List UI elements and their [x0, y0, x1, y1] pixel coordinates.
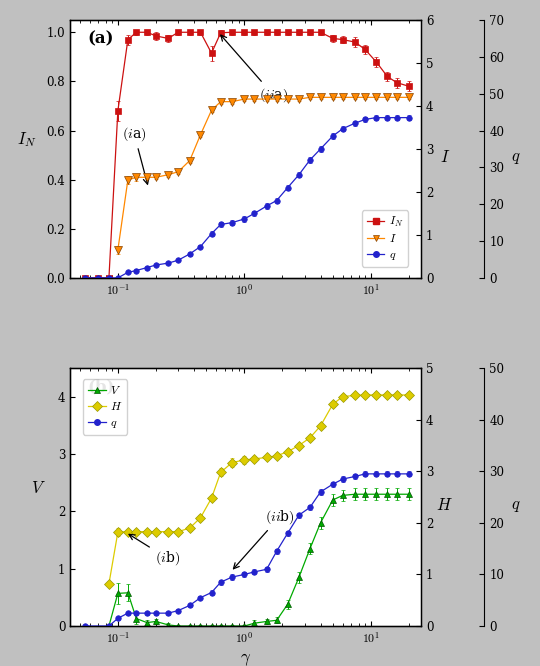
Text: (b): (b) — [87, 378, 115, 396]
Legend: $V$, $H$, $q$: $V$, $H$, $q$ — [83, 379, 127, 434]
Text: $(i$a$)$: $(i$a$)$ — [122, 125, 149, 184]
Text: (a): (a) — [87, 30, 114, 47]
Text: $(ii$a$)$: $(ii$a$)$ — [221, 35, 288, 104]
Y-axis label: $H$: $H$ — [436, 497, 453, 514]
Text: $(i$b$)$: $(i$b$)$ — [129, 534, 180, 567]
X-axis label: $\gamma$: $\gamma$ — [240, 651, 251, 666]
Y-axis label: $q$: $q$ — [511, 149, 520, 166]
Y-axis label: $V$: $V$ — [31, 480, 46, 497]
Text: $(ii$b$)$: $(ii$b$)$ — [233, 508, 295, 569]
Y-axis label: $q$: $q$ — [511, 497, 520, 514]
Y-axis label: $I_N$: $I_N$ — [17, 130, 37, 149]
Legend: $I_N$, $I$, $q$: $I_N$, $I$, $q$ — [362, 210, 408, 267]
Y-axis label: $I$: $I$ — [440, 149, 450, 166]
